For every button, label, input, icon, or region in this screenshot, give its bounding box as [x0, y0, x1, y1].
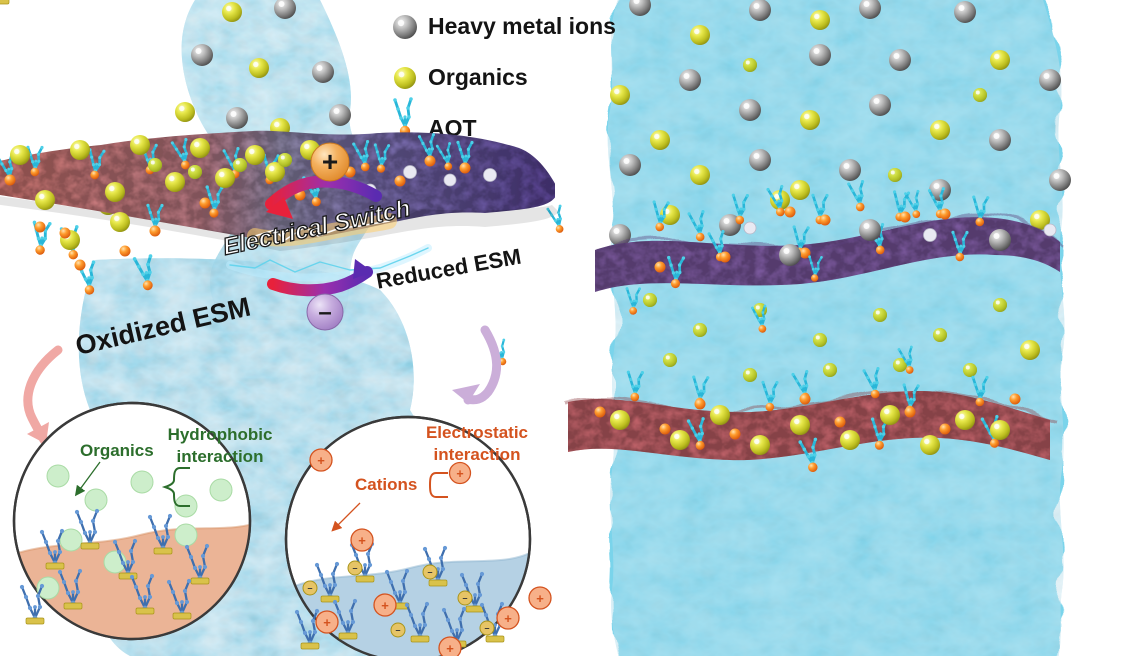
svg-text:Heavy metal ions: Heavy metal ions	[428, 13, 616, 39]
svg-text:–: –	[484, 623, 489, 633]
svg-text:–: –	[395, 625, 400, 635]
svg-text:–: –	[307, 583, 312, 593]
svg-text:interaction: interaction	[177, 447, 264, 466]
svg-text:–: –	[427, 567, 432, 577]
svg-text:–: –	[318, 299, 331, 326]
svg-text:–: –	[352, 563, 357, 573]
svg-text:Organics: Organics	[428, 64, 528, 90]
svg-text:+: +	[358, 533, 366, 548]
svg-text:interaction: interaction	[434, 445, 521, 464]
svg-text:Hydrophobic: Hydrophobic	[168, 425, 273, 444]
svg-text:+: +	[446, 641, 454, 656]
svg-text:–: –	[462, 593, 467, 603]
svg-text:Electrostatic: Electrostatic	[426, 423, 528, 442]
svg-text:Organics: Organics	[80, 441, 154, 460]
svg-text:+: +	[322, 146, 338, 177]
svg-text:+: +	[317, 453, 325, 468]
svg-text:+: +	[504, 611, 512, 626]
svg-text:+: +	[381, 598, 389, 613]
svg-text:Cations: Cations	[355, 475, 417, 494]
svg-text:+: +	[536, 591, 544, 606]
svg-text:+: +	[456, 467, 463, 481]
svg-text:+: +	[323, 615, 331, 630]
